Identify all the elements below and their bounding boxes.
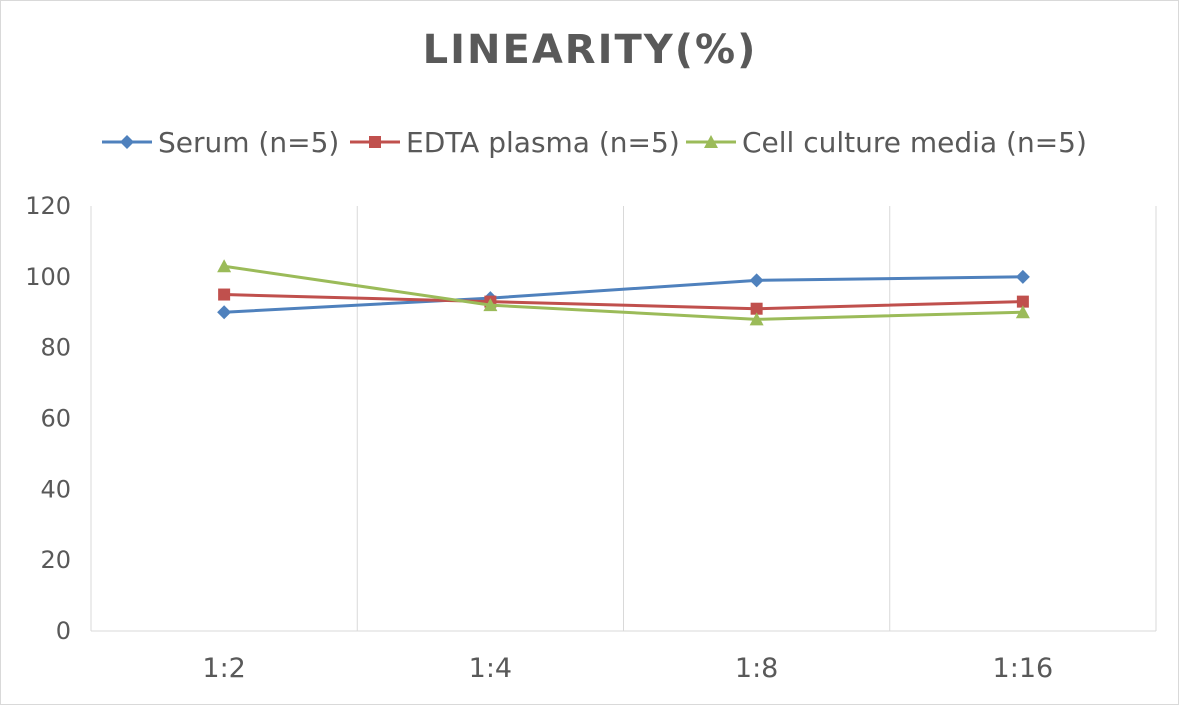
y-tick-label: 40 <box>40 475 71 503</box>
y-tick-label: 20 <box>40 546 71 574</box>
data-point-square <box>369 136 381 148</box>
data-point-square <box>1016 295 1029 308</box>
chart-title: LINEARITY(%) <box>423 27 758 73</box>
data-point-diamond <box>217 305 232 320</box>
gridlines <box>356 206 1157 631</box>
legend: Serum (n=5) EDTA plasma (n=5) Cell culture… <box>102 126 1087 159</box>
y-axis-ticks: 0 20 40 60 80 100 120 <box>25 192 71 645</box>
data-point-triangle <box>483 298 498 312</box>
x-axis-ticks: 1:2 1:4 1:8 1:16 <box>202 653 1053 684</box>
data-point-diamond <box>120 135 134 149</box>
data-point-diamond <box>1015 269 1030 284</box>
series-group <box>217 259 1030 326</box>
data-point-square <box>750 302 763 315</box>
x-tick-label: 1:4 <box>469 653 512 684</box>
legend-label: Serum (n=5) <box>158 126 339 159</box>
x-tick-label: 1:8 <box>735 653 778 684</box>
x-tick-label: 1:2 <box>202 653 245 684</box>
series-line <box>223 264 1023 321</box>
data-point-square <box>218 288 231 301</box>
legend-label: Cell culture media (n=5) <box>742 126 1087 159</box>
series-line <box>224 275 1023 314</box>
y-tick-label: 120 <box>25 192 71 220</box>
data-point-diamond <box>749 273 764 288</box>
data-point-triangle <box>217 259 232 273</box>
y-tick-label: 80 <box>40 334 71 362</box>
x-tick-label: 1:16 <box>993 653 1054 684</box>
series-3 <box>217 259 1030 326</box>
y-tick-label: 60 <box>40 405 71 433</box>
legend-item: EDTA plasma (n=5) <box>350 126 680 159</box>
data-point-triangle <box>749 312 764 326</box>
legend-label: EDTA plasma (n=5) <box>406 126 680 159</box>
data-point-triangle <box>1015 305 1030 319</box>
legend-item: Serum (n=5) <box>102 126 339 159</box>
y-tick-label: 100 <box>25 263 71 291</box>
y-tick-label: 0 <box>56 617 71 645</box>
series-line <box>224 293 1023 311</box>
axes <box>90 206 1156 632</box>
legend-item: Cell culture media (n=5) <box>686 126 1087 159</box>
data-point-triangle <box>704 135 718 148</box>
